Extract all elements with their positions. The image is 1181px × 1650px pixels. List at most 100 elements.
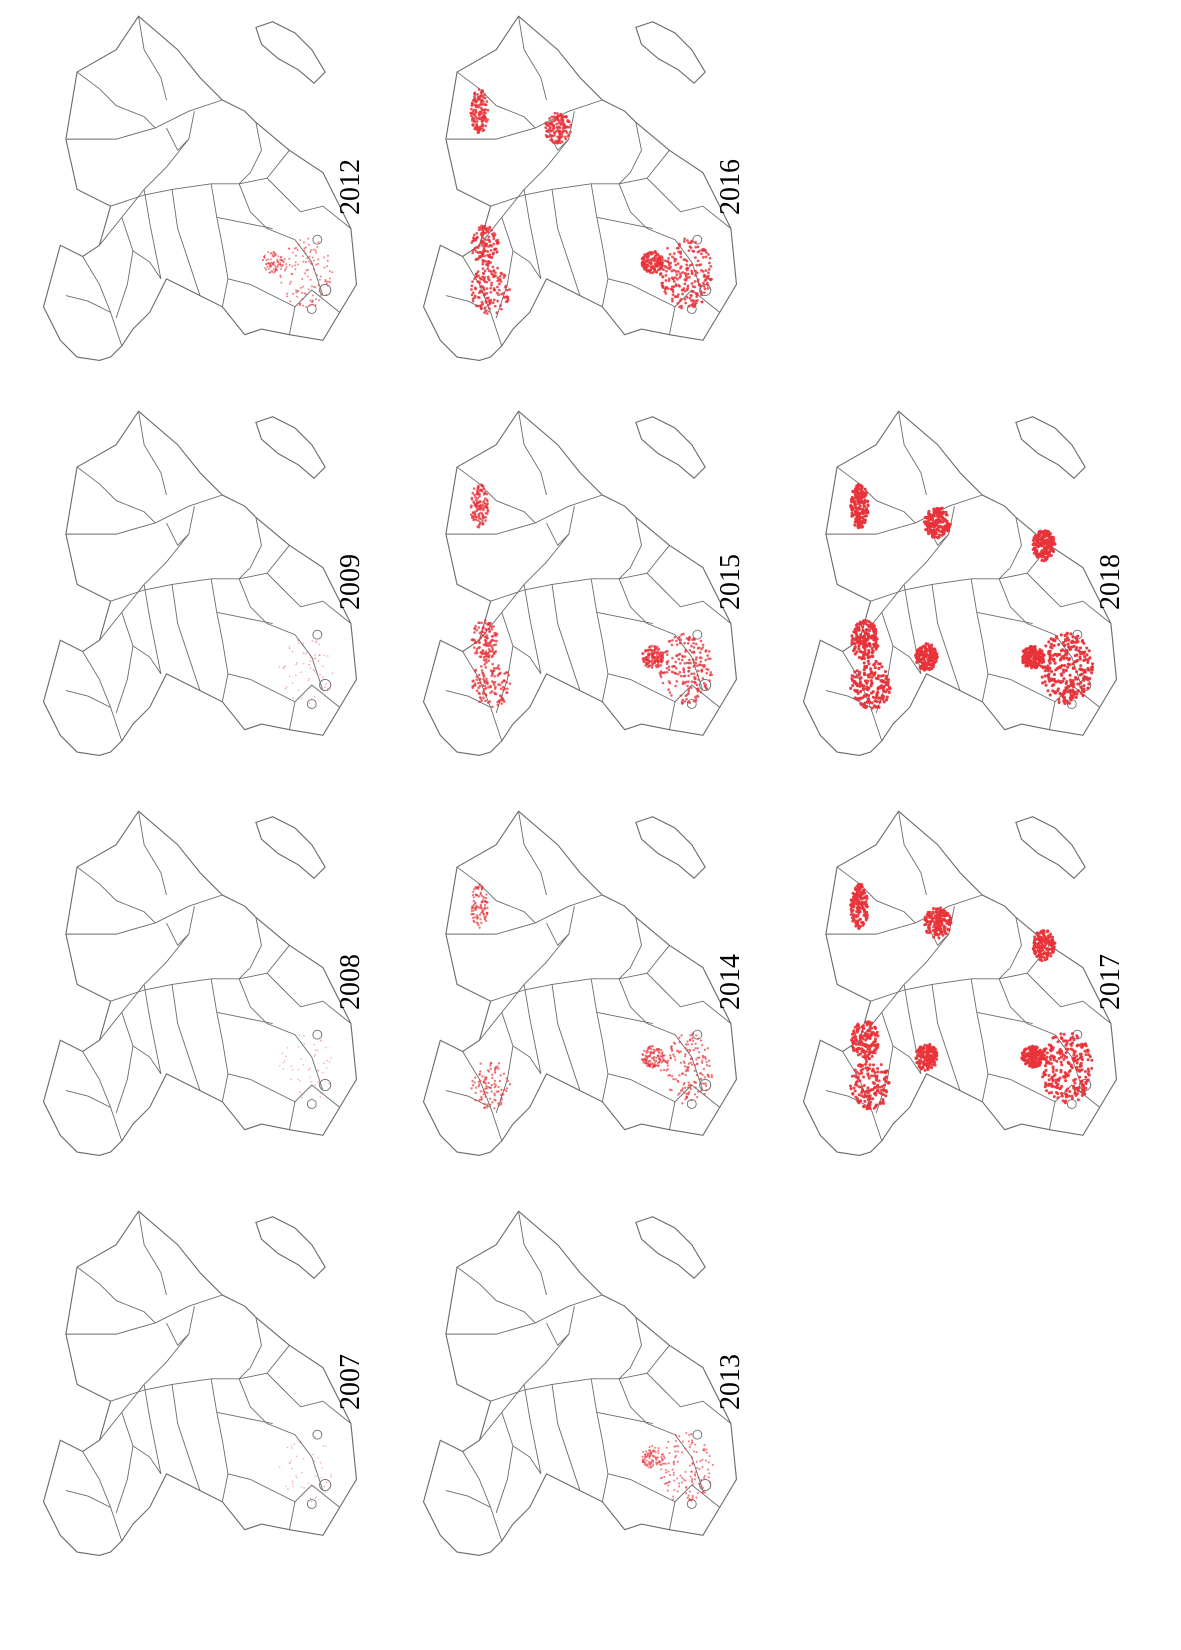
spread-point [882,1083,886,1087]
spread-point [554,130,558,133]
spread-point [1038,1056,1042,1060]
spread-point [325,1067,328,1069]
spread-point [1066,642,1070,646]
spread-point [476,917,479,920]
spread-point [483,269,487,273]
spread-point [1058,1052,1062,1056]
spread-point [330,1057,332,1059]
spread-point [940,908,944,912]
spread-point [274,254,277,257]
spread-point [701,646,705,649]
spread-point [283,666,285,668]
spread-point [672,1053,675,1056]
spread-point [285,1485,287,1487]
spread-point [934,920,938,924]
spread-point [694,301,698,305]
spread-point [288,247,291,250]
spread-point [678,1041,681,1044]
spread-point [478,499,482,503]
spread-point [470,112,473,116]
spread-point [1055,1059,1059,1063]
spread-point [1054,1035,1058,1039]
spread-point [556,141,560,145]
region-border [512,645,542,675]
spread-point [859,883,863,887]
spread-point [866,1020,870,1024]
spread-point [1063,663,1067,668]
spread-point [862,1075,866,1079]
spread-point [1079,664,1083,668]
spread-point [673,1055,676,1058]
spread-point [482,692,485,696]
spread-point [502,273,506,277]
spread-point [477,639,480,642]
spread-point [1039,948,1043,952]
spread-point [865,679,870,683]
lake-outline [312,234,323,245]
map-panel-2016: 2016 [385,5,775,385]
spread-point [1032,646,1036,650]
spread-point [1074,640,1078,644]
spread-point [289,280,292,283]
spread-point [691,1477,694,1480]
region-border [143,584,162,674]
spread-point [475,515,478,519]
spread-point [1039,937,1043,941]
spread-point [281,1052,284,1054]
spread-point [1076,1098,1080,1102]
spread-point [667,1074,670,1077]
spread-point [500,307,503,311]
spread-point [1085,646,1089,650]
spread-point [653,656,657,660]
spread-point [697,1476,700,1479]
spread-point [1066,665,1070,669]
spread-point [1043,945,1047,949]
spread-point [486,296,490,300]
spread-point [262,258,265,261]
spread-point [680,658,684,662]
spread-point [1069,1064,1073,1068]
spread-point [320,1039,323,1041]
lake-outline [699,1078,712,1092]
spread-point [473,631,476,634]
region-border [99,506,195,641]
spread-point [691,1037,694,1040]
spread-point [480,304,483,307]
spread-point [654,659,657,662]
spread-point [879,674,883,678]
spread-point [485,1084,488,1088]
region-border [288,1484,340,1530]
spread-point [288,263,291,266]
spread-point [1080,639,1084,643]
spread-point [482,272,486,276]
spread-point [684,650,687,653]
spread-point [476,906,480,909]
year-label: 2008 [335,954,366,1010]
spread-point [1075,1092,1079,1096]
spread-point [1084,1086,1088,1090]
spread-point [640,1058,644,1061]
spread-point [471,251,475,255]
spread-point [473,248,477,251]
spread-point [294,264,297,267]
region-border [546,1322,570,1347]
spread-point [486,250,490,254]
spread-point [301,298,304,301]
spread-point [864,693,868,697]
spread-point [690,1470,693,1473]
spread-point [1082,658,1086,662]
spread-point [696,1037,700,1040]
spread-point [267,267,270,270]
spread-point [870,654,874,658]
spread-point [874,1075,878,1080]
spread-point [679,1061,683,1064]
spread-point [695,299,699,302]
spread-point [484,238,488,242]
spread-point [1064,1079,1068,1083]
spread-point [859,893,863,897]
spread-point [654,264,658,268]
map-panel-2013: 2013 [385,1200,775,1580]
country-outline [42,1210,358,1556]
spread-point [307,288,310,291]
spread-point [867,1035,871,1040]
